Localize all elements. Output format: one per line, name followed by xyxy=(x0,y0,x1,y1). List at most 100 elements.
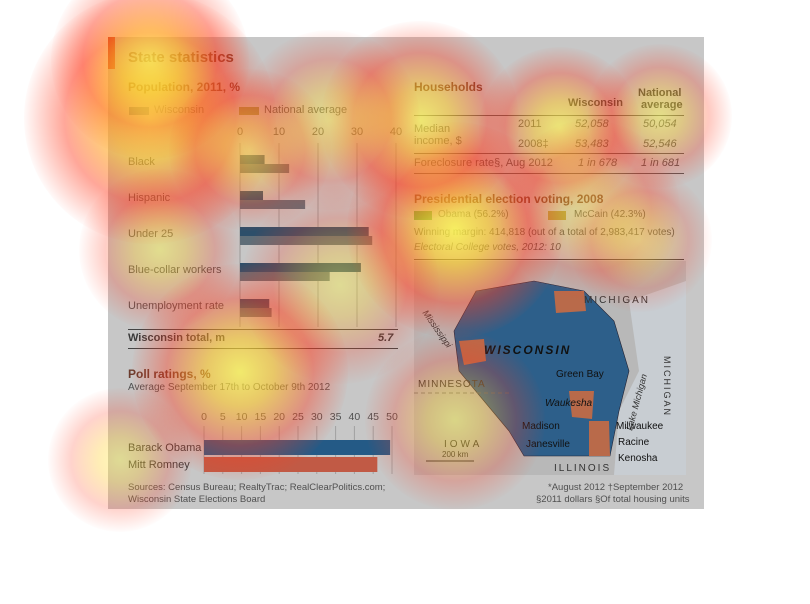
poll-tick-label: 45 xyxy=(367,411,379,423)
foreclosure-wi: 1 in 678 xyxy=(578,157,618,169)
total-rule-bottom xyxy=(128,348,398,349)
median-income-label-1: Median xyxy=(414,123,451,135)
sources-line-1: Sources: Census Bureau; RealtyTrac; Real… xyxy=(128,482,386,493)
map-label-illinois: ILLINOIS xyxy=(554,463,611,474)
poll-category-label: Barack Obama xyxy=(128,442,202,454)
mccain-swatch xyxy=(548,211,566,220)
poll-chart: 0 5 10 15 20 25 30 35 40 45 50 Barack Obama Mitt Rom… xyxy=(128,411,398,474)
population-tick-label: 20 xyxy=(312,126,324,138)
median-income-label-2: income, $ xyxy=(414,135,462,147)
poll-tick-label: 25 xyxy=(292,411,304,423)
electoral-votes: Electoral College votes, 2012: 10 xyxy=(414,242,561,253)
median-income-nat-1: 50,054 xyxy=(643,118,677,130)
poll-tick-label: 30 xyxy=(311,411,323,423)
city-waukesha: Waukesha xyxy=(545,398,593,409)
population-bar-wisconsin xyxy=(240,299,270,308)
footnote-2: §2011 dollars §Of total housing units xyxy=(536,494,690,505)
city-milwaukee: Milwaukee xyxy=(616,421,664,432)
poll-tick-label: 40 xyxy=(349,411,361,423)
title-accent-bar xyxy=(108,37,115,69)
households-rule-2 xyxy=(414,153,684,154)
map-scale-label: 200 km xyxy=(442,450,469,459)
wisconsin-total-label: Wisconsin total, m xyxy=(128,332,226,344)
poll-tick-label: 10 xyxy=(236,411,248,423)
city-racine: Racine xyxy=(618,437,650,448)
poll-tick-label: 0 xyxy=(201,411,207,423)
poll-category-label: Mitt Romney xyxy=(128,459,190,471)
lake-michigan xyxy=(614,281,686,475)
population-bar-national xyxy=(240,200,306,209)
population-bar-national xyxy=(240,236,373,245)
footnote-1: *August 2012 †September 2012 xyxy=(548,482,684,493)
legend-swatch-wisconsin xyxy=(129,107,149,115)
red-county-3 xyxy=(554,291,586,313)
infographic-title: State statistics xyxy=(128,49,234,66)
poll-tick-label: 50 xyxy=(386,411,398,423)
population-chart: 0 10 20 30 40 Black Hispanic Under 25 Blue-colla… xyxy=(128,126,402,327)
city-green-bay: Green Bay xyxy=(556,369,604,380)
obama-share: Obama (56.2%) xyxy=(438,209,509,220)
election-title: Presidential election voting, 2008 xyxy=(414,192,604,206)
population-category-label: Under 25 xyxy=(128,228,173,240)
poll-tick-label: 35 xyxy=(330,411,342,423)
legend-label-wisconsin: Wisconsin xyxy=(154,104,205,116)
poll-title: Poll ratings, % xyxy=(128,367,211,381)
households-rule-3 xyxy=(414,173,684,174)
map-label-michigan-side: MICHIGAN xyxy=(662,356,672,417)
poll-bar-romney xyxy=(204,457,378,472)
population-category-label: Blue-collar workers xyxy=(128,264,222,276)
poll-tick-label: 5 xyxy=(220,411,226,423)
households-col-national-2: average xyxy=(641,99,683,111)
map-label-wisconsin: WISCONSIN xyxy=(484,343,571,357)
median-income-wi-2: 53,483 xyxy=(575,138,609,150)
population-bar-wisconsin xyxy=(240,263,361,272)
median-income-year-2: 2008‡ xyxy=(518,138,549,150)
poll-bar-obama xyxy=(204,440,391,455)
legend-swatch-national xyxy=(239,107,259,115)
poll-tick-label: 20 xyxy=(273,411,285,423)
population-tick-label: 40 xyxy=(390,126,402,138)
legend-label-national: National average xyxy=(264,104,348,116)
population-bar-wisconsin xyxy=(240,155,265,164)
population-bar-wisconsin xyxy=(240,227,369,236)
households-rule-1 xyxy=(414,115,684,116)
population-category-label: Black xyxy=(128,156,155,168)
mccain-share: McCain (42.3%) xyxy=(574,209,646,220)
poll-tick-label: 15 xyxy=(255,411,267,423)
map-label-michigan-top: MICHIGAN xyxy=(584,295,650,306)
population-bar-wisconsin xyxy=(240,191,264,200)
households-col-national-1: National xyxy=(638,87,682,99)
city-madison: Madison xyxy=(522,421,560,432)
red-county-1 xyxy=(459,339,486,365)
households-title: Households xyxy=(414,80,483,94)
population-bar-national xyxy=(240,308,272,317)
median-income-wi-1: 52,058 xyxy=(575,118,609,130)
sources-line-2: Wisconsin State Elections Board xyxy=(128,494,266,505)
population-tick-label: 0 xyxy=(237,126,243,138)
foreclosure-label: Foreclosure rate§, Aug 2012 xyxy=(414,157,553,169)
total-rule-top xyxy=(128,329,398,330)
households-col-wisconsin: Wisconsin xyxy=(568,97,623,109)
population-tick-label: 30 xyxy=(351,126,363,138)
population-category-label: Hispanic xyxy=(128,192,171,204)
city-janesville: Janesville xyxy=(526,439,570,450)
map-label-minnesota: MINNESOTA xyxy=(418,379,486,390)
population-bar-national xyxy=(240,272,330,281)
red-county-4 xyxy=(569,391,594,419)
red-county-2 xyxy=(589,421,610,456)
map-label-iowa: IOWA xyxy=(444,439,482,450)
population-tick-label: 10 xyxy=(273,126,285,138)
population-title: Population, 2011, % xyxy=(128,80,241,94)
wisconsin-total-value: 5.7 xyxy=(378,332,394,344)
poll-subtitle: Average September 17th to October 9th 20… xyxy=(128,382,331,393)
median-income-year-1: 2011 xyxy=(518,118,542,130)
population-category-label: Unemployment rate xyxy=(128,300,224,312)
wisconsin-map: MICHIGAN WISCONSIN MINNESOTA IOWA ILLINO… xyxy=(414,261,686,475)
election-rule xyxy=(414,259,684,260)
median-income-nat-2: 52,546 xyxy=(643,138,677,150)
city-kenosha: Kenosha xyxy=(618,453,658,464)
infographic-panel: State statistics 0 10 20 30 40 Black Hispanic U… xyxy=(108,37,704,509)
obama-swatch xyxy=(414,211,432,220)
winning-margin: Winning margin: 414,818 (out of a total … xyxy=(414,227,675,238)
foreclosure-nat: 1 in 681 xyxy=(641,157,681,169)
